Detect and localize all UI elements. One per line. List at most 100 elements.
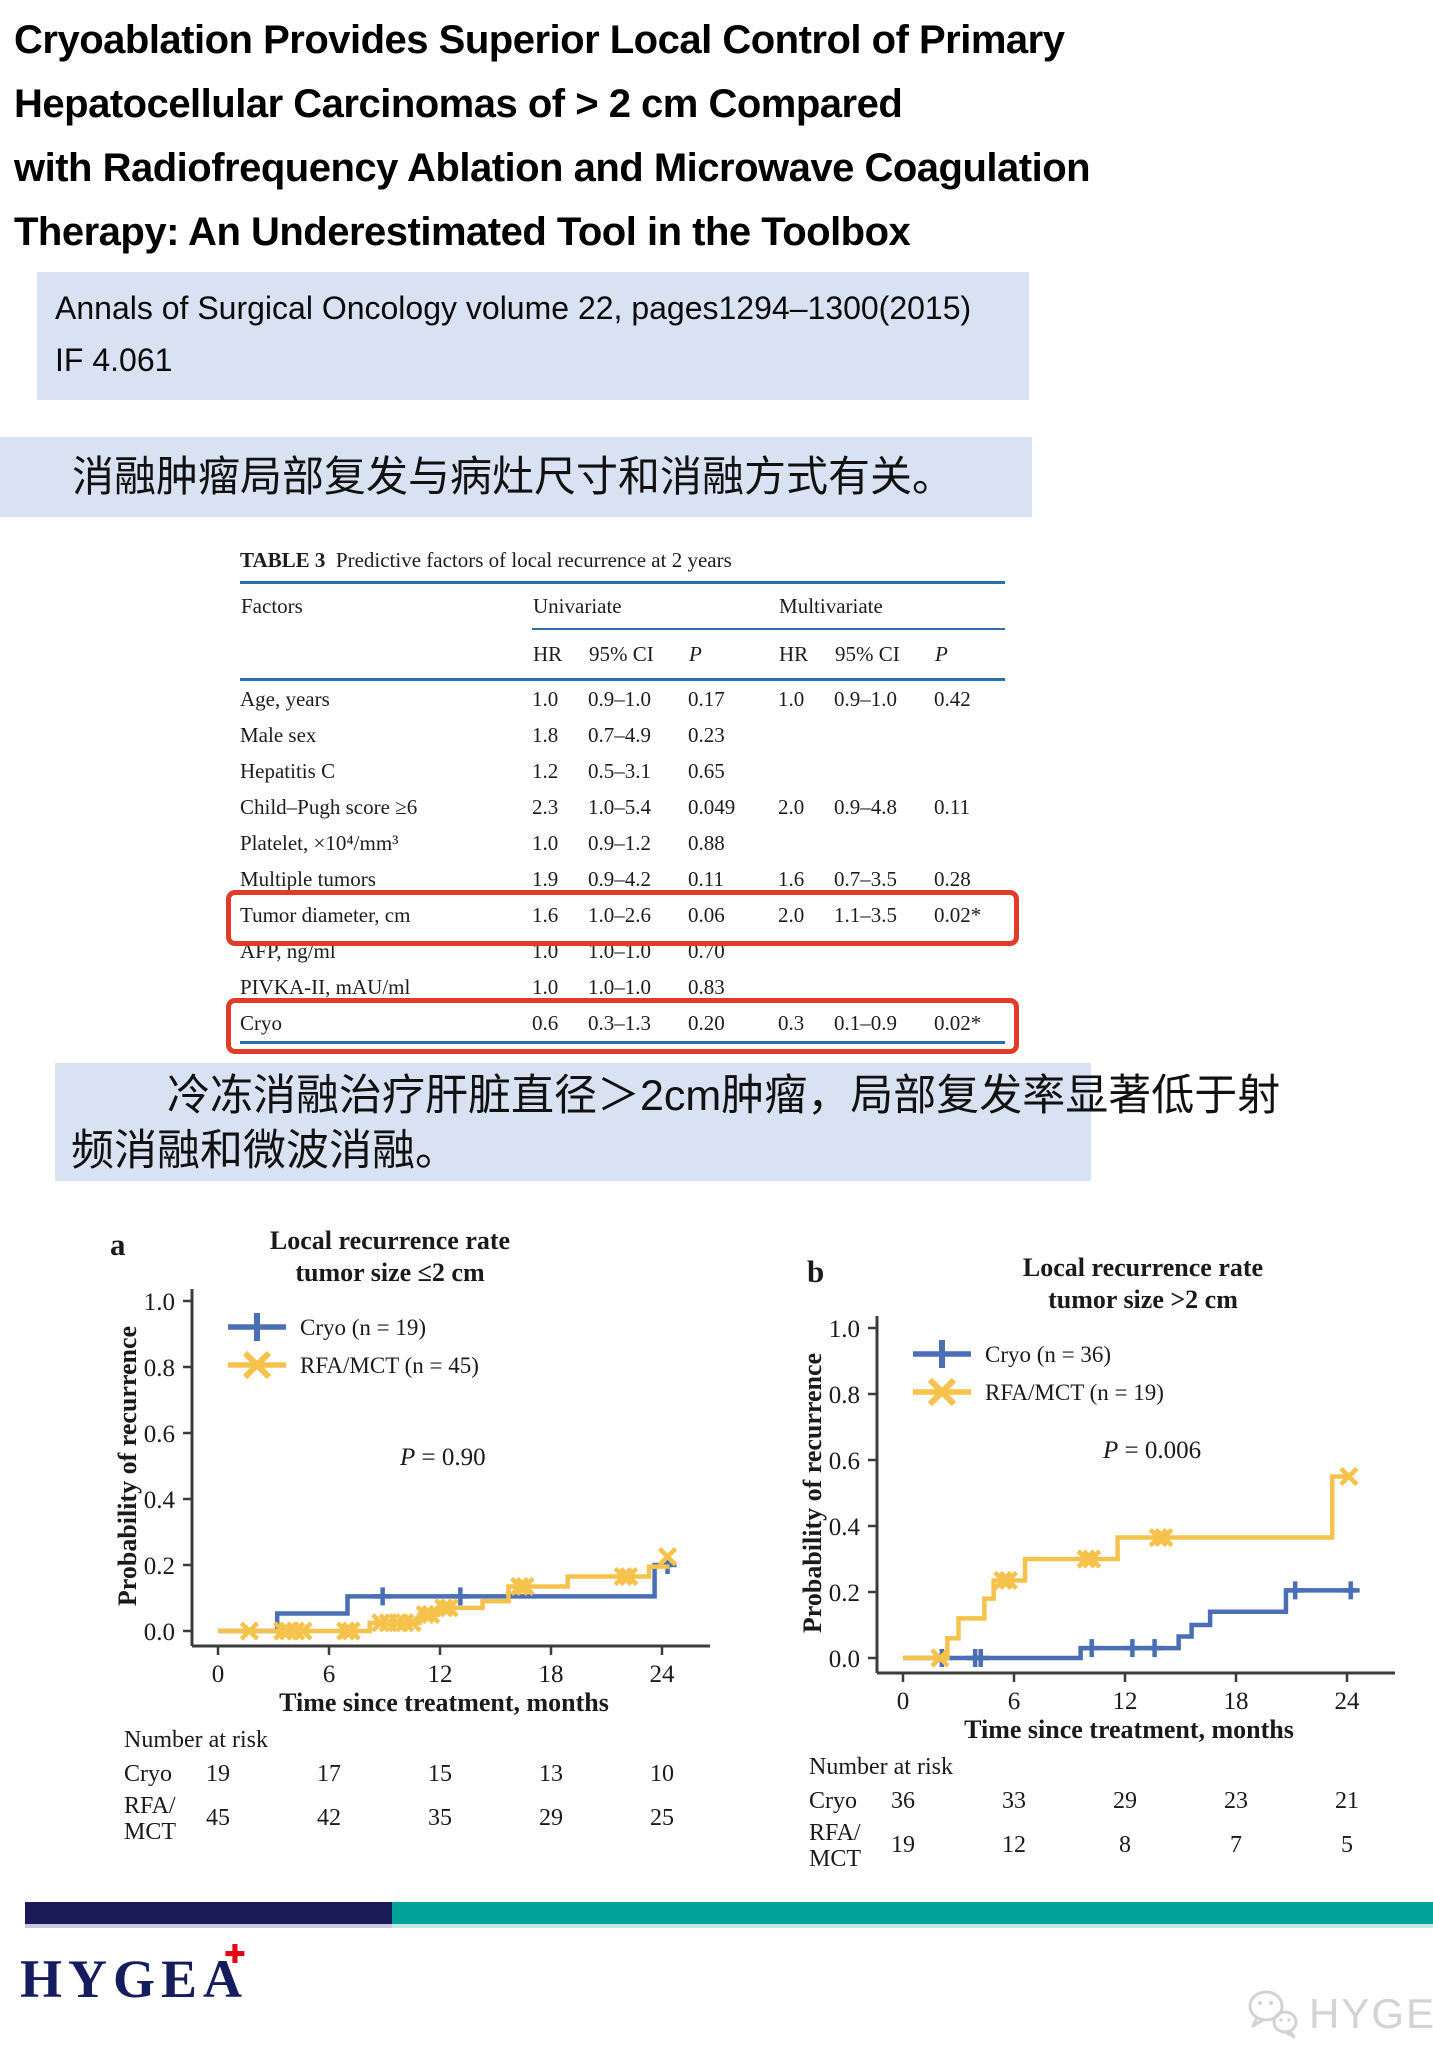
censor-mark-x [998, 1570, 1019, 1591]
table-cell: 0.42 [934, 686, 971, 711]
table-cell: 0.11 [934, 794, 970, 819]
risk-value: 21 [1335, 1788, 1359, 1814]
censor-mark-plus [971, 1649, 990, 1667]
col-group-multivariate: Multivariate [778, 582, 1006, 630]
col-header-hr: HR [532, 629, 588, 681]
table-cell: 1.8 [532, 722, 559, 747]
table-cell [934, 717, 1005, 753]
km-series-rfa-mct [903, 1466, 1359, 1668]
censor-mark-plus [1082, 1639, 1101, 1658]
table-cell: 2.3 [532, 794, 559, 819]
legend-label: RFA/MCT (n = 45) [300, 1353, 479, 1378]
censor-mark-x [1076, 1549, 1096, 1569]
table-row: Age, years 1.0 0.9–1.0 0.17 1.0 0.9–1.0 0.42 [240, 680, 1005, 718]
censor-mark-x [415, 1604, 435, 1625]
table-cell: 0.11 [688, 866, 724, 891]
table-cell: 1.0 [778, 686, 805, 711]
table-row: Child–Pugh score ≥6 2.3 1.0–5.4 0.049 2.0 0.9… [240, 789, 1005, 825]
citation-line-2: IF 4.061 [55, 342, 173, 378]
table-cell: 1.1–3.5 [834, 902, 898, 927]
risk-value: 29 [1113, 1788, 1137, 1814]
km-series-rfa-mct [218, 1547, 678, 1641]
censor-mark-x [336, 1621, 356, 1641]
risk-value: 7 [1230, 1832, 1242, 1858]
risk-value: 45 [206, 1805, 230, 1831]
table-cell: 1.0 [532, 686, 559, 711]
footer-bar-teal [392, 1902, 1433, 1924]
risk-value: 29 [539, 1805, 563, 1831]
slide-title-line: Therapy: An Underestimated Tool in the T… [14, 210, 911, 254]
table-cell: 0.7–3.5 [834, 866, 898, 891]
axes: 1.0 0.8 0.6 0.4 0.2 0.0 0 6 12 18 24 [829, 1316, 1395, 1715]
table-cell: 1.6 [778, 866, 805, 891]
censor-mark-x [993, 1570, 1013, 1591]
censor-mark-plus [1145, 1639, 1164, 1658]
chart-title-line2: tumor size >2 cm [1048, 1285, 1238, 1314]
p-value-label: P = 0.006 [1102, 1437, 1201, 1464]
risk-value: 15 [428, 1761, 452, 1787]
table-row: PIVKA-II, mAU/ml 1.0 1.0–1.0 0.83 [240, 969, 1005, 1005]
highlight-box [226, 890, 1019, 946]
slide-title: Cryoablation Provides Superior Local Con… [14, 8, 1124, 264]
censor-mark-x [930, 1648, 950, 1668]
table-cell: 0.3–1.3 [588, 1010, 651, 1035]
km-chart-a: Local recurrence rate tumor size ≤2 cm a Pr… [110, 1226, 710, 1845]
x-tick-label: 12 [1113, 1688, 1138, 1715]
table-cell [778, 717, 834, 753]
table-cell [934, 753, 1005, 789]
risk-row: Cryo 36 33 29 23 21 [809, 1788, 1359, 1814]
km-curve-rfa-mct [903, 1474, 1353, 1661]
table-cell: Male sex [240, 722, 317, 747]
censor-mark-x [421, 1604, 441, 1625]
censor-mark-x [434, 1598, 454, 1618]
table-cell [834, 717, 934, 753]
risk-value: 19 [891, 1832, 915, 1858]
censor-mark-plus [1341, 1581, 1360, 1600]
table-cell: 0.23 [688, 722, 725, 747]
table-row: Male sex 1.8 0.7–4.9 0.23 [240, 717, 1005, 753]
km-plot: Local recurrence rate tumor size >2 cm b Pr… [798, 1253, 1395, 1872]
y-tick-label: 0.4 [829, 1514, 861, 1541]
censor-mark-x [371, 1613, 391, 1633]
panel-label: a [110, 1227, 126, 1262]
table-cell [778, 825, 834, 861]
table-cell: 0.7–4.9 [588, 722, 651, 747]
table-row: Tumor diameter, cm 1.6 1.0–2.6 0.06 2.0 1.1–3… [240, 897, 1005, 933]
table-cell: Age, years [240, 686, 330, 711]
table-cell: 0.1–0.9 [834, 1010, 898, 1035]
logo-cross-icon: ✚ [224, 1940, 246, 1970]
hygea-logo: HYGEA [20, 1949, 249, 2009]
table-cell: PIVKA-II, mAU/ml [240, 974, 411, 999]
table-caption-text: Predictive factors of local recurrence a… [335, 548, 732, 572]
table-cell: Child–Pugh score ≥6 [240, 794, 418, 819]
watermark: HYGEA [1243, 1985, 1433, 2043]
risk-value: 5 [1341, 1832, 1353, 1858]
footer-bar-navy-shadow [25, 1924, 392, 1928]
censor-mark-x [286, 1621, 306, 1641]
risk-value: 12 [1002, 1832, 1026, 1858]
censor-mark-x [395, 1613, 415, 1633]
y-axis-label: Probability of recurrence [798, 1353, 827, 1633]
censor-mark-x [1339, 1466, 1359, 1487]
col-header-ci: 95% CI [834, 629, 935, 681]
key-point-banner-2: 冷冻消融治疗肝脏直径＞2cm肿瘤，局部复发率显著低于射 频消融和微波消融。 [55, 1063, 1280, 1181]
x-tick-label: 0 [212, 1661, 225, 1688]
x-tick-label: 18 [1224, 1688, 1249, 1715]
table-cell: 1.9 [532, 866, 559, 891]
table-cell: 0.9–1.2 [588, 830, 651, 855]
risk-value: 36 [891, 1788, 915, 1814]
legend-label: RFA/MCT (n = 19) [985, 1380, 1164, 1405]
censor-mark-x [293, 1621, 313, 1641]
censor-mark-x [1148, 1527, 1168, 1548]
col-header-ci: 95% CI [588, 629, 688, 681]
risk-row-label: RFA/ [124, 1793, 176, 1819]
table-cell: 1.6 [532, 902, 559, 927]
risk-row: RFA/MCT 45 42 35 29 25 [124, 1793, 674, 1845]
table-cell: 0.3 [778, 1010, 805, 1035]
y-tick-label: 0.0 [829, 1646, 860, 1673]
table-cell: Hepatitis C [240, 758, 336, 783]
risk-table-title: Number at risk [809, 1754, 953, 1780]
table-row: Hepatitis C 1.2 0.5–3.1 0.65 [240, 753, 1005, 789]
table-cell: 0.9–4.2 [588, 866, 651, 891]
